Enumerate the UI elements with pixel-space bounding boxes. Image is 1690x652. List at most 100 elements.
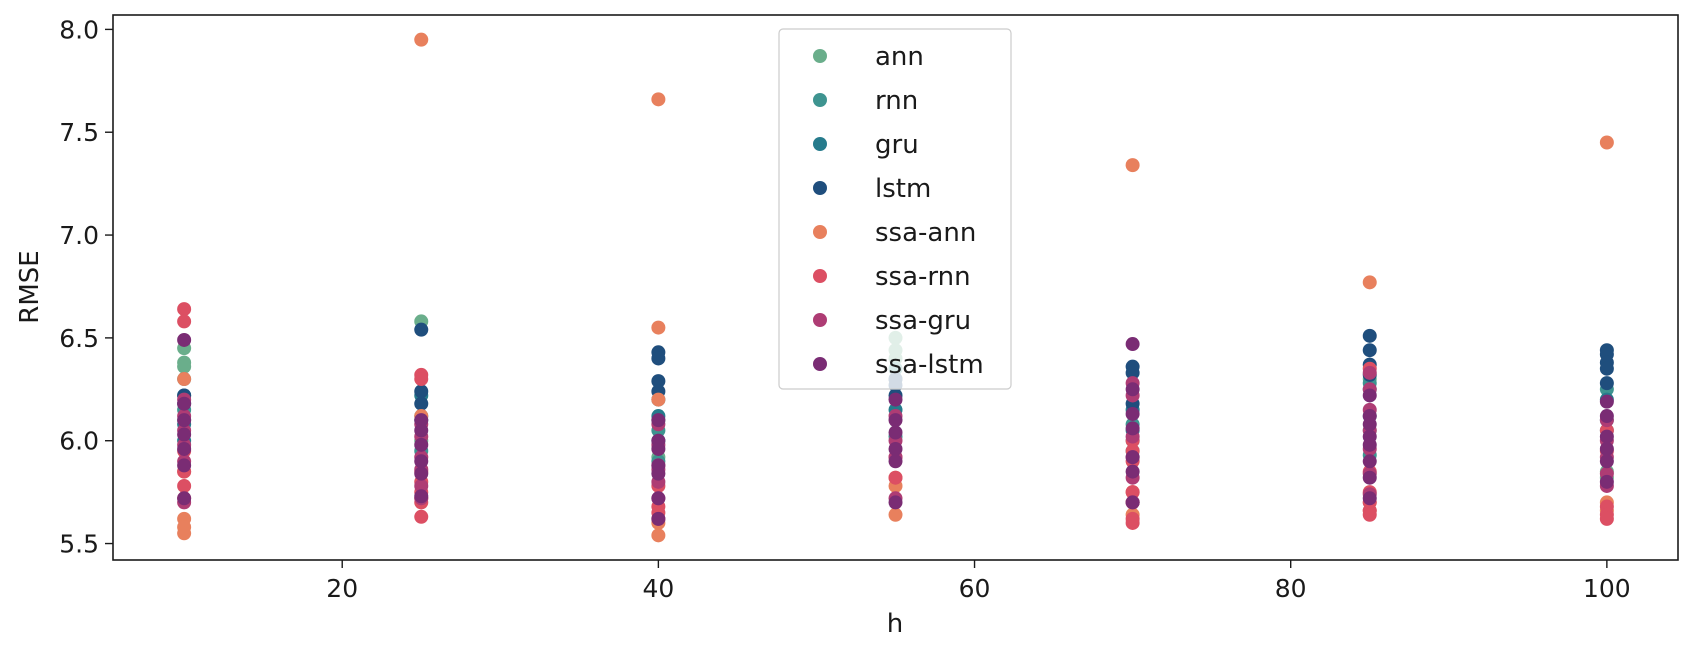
data-point [1362, 275, 1377, 290]
data-point [1599, 394, 1614, 409]
data-point [1362, 507, 1377, 522]
data-point [1125, 495, 1140, 510]
legend-label-rnn: rnn [875, 86, 918, 116]
data-point [651, 441, 666, 456]
data-point [177, 332, 192, 347]
legend-label-ssa-lstm: ssa-lstm [875, 350, 984, 380]
legend-label-gru: gru [875, 130, 919, 160]
data-point [1125, 382, 1140, 397]
data-point [414, 466, 429, 481]
data-point [651, 392, 666, 407]
data-point [1362, 437, 1377, 452]
data-point [651, 351, 666, 366]
data-point [1125, 450, 1140, 465]
data-point [651, 374, 666, 389]
x-tick-label: 100 [1583, 574, 1631, 603]
data-point [1599, 409, 1614, 424]
data-point [1362, 365, 1377, 380]
data-point [888, 441, 903, 456]
data-point [1599, 361, 1614, 376]
legend-label-ssa-ann: ssa-ann [875, 218, 976, 248]
data-point [177, 372, 192, 387]
data-point [1362, 454, 1377, 469]
legend-marker-lstm [813, 181, 827, 195]
x-tick-label: 20 [326, 574, 358, 603]
legend-label-ssa-rnn: ssa-rnn [875, 262, 971, 292]
data-point [1362, 470, 1377, 485]
data-point [888, 454, 903, 469]
legend-marker-ssa-rnn [813, 269, 827, 283]
data-point [177, 458, 192, 473]
data-point [1125, 485, 1140, 500]
data-point [651, 528, 666, 543]
x-axis-label: h [887, 609, 903, 639]
y-axis: 5.5 6.0 6.5 7.0 7.5 8.0 [59, 15, 113, 559]
legend-label-lstm: lstm [875, 174, 931, 204]
data-point [177, 441, 192, 456]
data-point [414, 423, 429, 438]
data-point [1599, 454, 1614, 469]
data-point [888, 413, 903, 428]
data-point [177, 302, 192, 317]
data-point [177, 314, 192, 329]
legend-marker-ssa-lstm [813, 357, 827, 371]
x-tick-label: 80 [1275, 574, 1307, 603]
legend-box [778, 28, 1012, 390]
data-point [1125, 365, 1140, 380]
data-point [177, 359, 192, 374]
data-point [1362, 328, 1377, 343]
data-point [177, 526, 192, 541]
data-point [1125, 421, 1140, 436]
legend: ann rnn gru lstm ssa-ann ssa-rnn ssa-gru ssa-ls… [778, 28, 1012, 390]
y-tick-label: 5.5 [59, 530, 99, 559]
data-point [1125, 515, 1140, 530]
data-point [1125, 158, 1140, 173]
data-point [414, 478, 429, 493]
data-point [414, 322, 429, 337]
data-point [1362, 417, 1377, 432]
legend-marker-ann [813, 49, 827, 63]
data-point [651, 491, 666, 506]
data-point [414, 396, 429, 411]
x-tick-label: 60 [959, 574, 991, 603]
legend-marker-ssa-ann [813, 225, 827, 239]
y-axis-label: RMSE [15, 250, 45, 323]
data-point [888, 470, 903, 485]
data-point [888, 425, 903, 440]
data-point [888, 495, 903, 510]
x-axis: 20 40 60 80 100 [326, 560, 1631, 603]
data-point [651, 413, 666, 428]
y-tick-label: 7.0 [59, 221, 99, 250]
data-point [414, 489, 429, 504]
x-tick-label: 40 [642, 574, 674, 603]
data-point [414, 437, 429, 452]
data-point [177, 491, 192, 506]
data-point [1362, 388, 1377, 403]
data-point [1599, 474, 1614, 489]
data-point [414, 372, 429, 387]
data-point [414, 32, 429, 47]
data-point [888, 392, 903, 407]
data-point [414, 413, 429, 428]
data-point [1125, 464, 1140, 479]
y-tick-label: 6.5 [59, 324, 99, 353]
data-point [1125, 337, 1140, 352]
data-point [1125, 406, 1140, 421]
legend-marker-ssa-gru [813, 313, 827, 327]
data-points [177, 32, 1614, 543]
data-point [1599, 511, 1614, 526]
data-point [651, 466, 666, 481]
y-tick-label: 6.0 [59, 427, 99, 456]
legend-marker-gru [813, 137, 827, 151]
data-point [177, 427, 192, 442]
data-point [414, 454, 429, 469]
data-point [177, 396, 192, 411]
data-point [177, 413, 192, 428]
data-point [651, 92, 666, 107]
data-point [888, 507, 903, 522]
data-point [177, 478, 192, 493]
y-tick-label: 8.0 [59, 15, 99, 44]
legend-marker-rnn [813, 93, 827, 107]
data-point [651, 511, 666, 526]
